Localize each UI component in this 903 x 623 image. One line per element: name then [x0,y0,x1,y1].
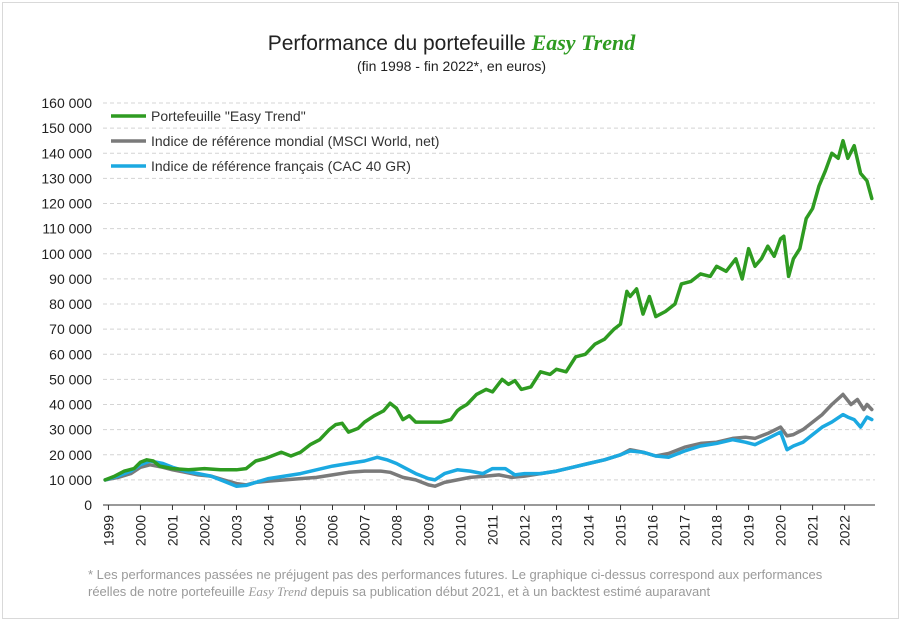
performance-chart: 0 10 000 20 000 30 000 40 000 50 000 60 000 70 … [41,95,875,546]
chart-title: Performance du portefeuille Easy Trend [0,30,903,57]
x-tick-label: 2015 [613,515,629,546]
y-tick-label: 110 000 [42,221,92,237]
footnote-line-2-end: depuis sa publication début 2021, et à u… [310,584,711,599]
x-tick-label: 2001 [164,515,180,546]
title-prefix: Performance du portefeuille [267,32,526,55]
x-tick-label: 2011 [485,515,501,545]
y-tick-label: 160 000 [41,95,92,111]
y-tick-label: 20 000 [49,447,92,463]
y-axis-ticks: 0 10 000 20 000 30 000 40 000 50 000 60 000 70 … [41,95,92,513]
x-tick-label: 2003 [228,515,244,546]
x-tick-label: 2017 [677,515,693,546]
x-tick-label: 2004 [260,515,276,546]
title-brand: Easy Trend [531,30,636,55]
x-tick-label: 2013 [549,515,565,546]
x-tick-label: 2008 [389,515,405,546]
x-tick-label: 2010 [453,515,469,546]
series-line-2 [103,412,874,488]
legend-label-2: Indice de référence français (CAC 40 GR) [151,158,411,174]
y-tick-label: 80 000 [49,296,92,312]
y-tick-label: 70 000 [49,321,92,337]
y-tick-label: 40 000 [49,397,92,413]
x-tick-label: 2014 [581,515,597,546]
y-tick-label: 90 000 [49,271,92,287]
footnote-brand: Easy Trend [248,584,307,599]
footnote-line-2-start: réelles de notre portefeuille [88,584,245,599]
series-line-1 [103,392,874,488]
legend-label-0: Portefeuille "Easy Trend" [151,108,306,124]
y-tick-label: 10 000 [49,472,92,488]
y-tick-label: 50 000 [49,371,92,387]
y-tick-label: 150 000 [41,120,92,136]
footnote-line-1: * Les performances passées ne préjugent … [88,567,823,582]
x-tick-label: 2000 [132,515,148,546]
footnote-line-2: réelles de notre portefeuille Easy Trend… [88,583,888,600]
y-tick-label: 60 000 [49,346,92,362]
y-tick-label: 140 000 [41,145,92,161]
y-tick-label: 100 000 [41,246,92,262]
y-tick-label: 30 000 [49,422,92,438]
x-tick-label: 2019 [741,515,757,546]
x-tick-label: 2022 [837,515,853,546]
x-tick-label: 2020 [773,515,789,546]
x-tick-label: 2012 [517,515,533,546]
y-tick-label: 0 [84,497,92,513]
x-tick-label: 2006 [324,515,340,546]
x-tick-label: 2002 [196,515,212,546]
footnote: * Les performances passées ne préjugent … [88,566,888,600]
chart-subtitle: (fin 1998 - fin 2022*, en euros) [356,58,547,74]
y-tick-label: 120 000 [41,196,92,212]
legend-label-1: Indice de référence mondial (MSCI World,… [151,133,439,149]
x-tick-label: 2018 [709,515,725,546]
series-lines [103,138,874,488]
x-tick-label: 1999 [100,515,116,546]
y-tick-label: 130 000 [41,170,92,186]
grid-lines [103,102,875,481]
x-tick-label: 2007 [356,515,372,546]
x-axis: 1999 2000 2001 2002 2003 2004 2005 2006 2007 2008… [100,504,875,546]
x-tick-label: 2005 [292,515,308,546]
series-line-0 [103,138,874,482]
x-tick-label: 2009 [421,515,437,546]
x-tick-label: 2016 [645,515,661,546]
legend: Portefeuille "Easy Trend" Indice de référ… [111,108,439,174]
x-tick-label: 2021 [805,515,821,546]
